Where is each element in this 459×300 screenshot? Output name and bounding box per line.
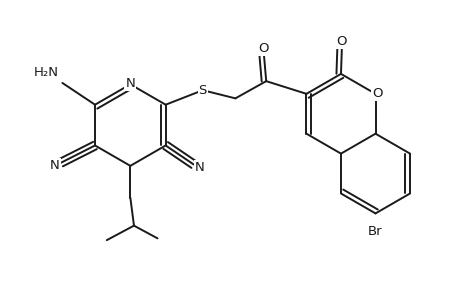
- Text: N: N: [50, 159, 60, 172]
- Text: O: O: [372, 87, 382, 100]
- Text: S: S: [198, 84, 207, 97]
- Text: N: N: [125, 77, 135, 90]
- Text: O: O: [336, 35, 347, 48]
- Text: Br: Br: [367, 225, 382, 238]
- Text: O: O: [258, 42, 269, 55]
- Text: N: N: [195, 161, 205, 174]
- Text: H₂N: H₂N: [34, 66, 59, 79]
